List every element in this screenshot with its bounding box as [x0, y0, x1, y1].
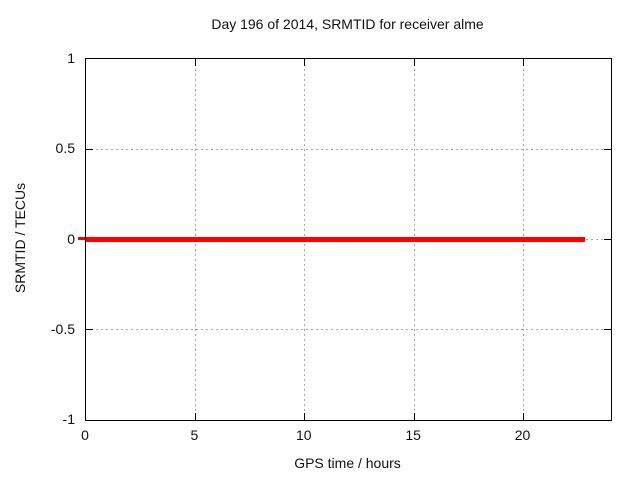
x-tick-label: 5 — [190, 427, 199, 443]
y-tick-left--0.5 — [86, 329, 93, 331]
chart-title: Day 196 of 2014, SRMTID for receiver alm… — [211, 16, 484, 32]
x-tick-top-5 — [194, 59, 196, 66]
x-tick-label: 15 — [405, 427, 421, 443]
y-tick-label: -1 — [62, 411, 75, 427]
gridline-y--0.5 — [86, 329, 611, 331]
x-tick-bottom-10 — [304, 413, 306, 420]
y-tick-label: -0.5 — [50, 320, 75, 337]
y-tick-right-0 — [604, 239, 611, 240]
y-tick-right--0.5 — [604, 329, 611, 331]
plot-area — [85, 58, 612, 421]
x-tick-bottom-15 — [413, 413, 415, 420]
x-tick-bottom-20 — [523, 413, 524, 420]
series-line-srmtid — [86, 237, 585, 242]
y-tick-label: 1 — [67, 50, 75, 66]
x-tick-bottom-5 — [194, 413, 196, 420]
y-tick-label: 0 — [67, 230, 75, 247]
gridline-y-0.5 — [86, 148, 611, 150]
y-tick-label: 0.5 — [55, 140, 75, 157]
x-tick-label: 20 — [514, 427, 531, 443]
x-tick-label: 0 — [81, 427, 89, 443]
y-tick-right-0.5 — [604, 148, 611, 150]
x-axis-label: GPS time / hours — [294, 455, 401, 471]
x-tick-top-10 — [304, 59, 306, 66]
x-tick-label: 10 — [295, 427, 312, 443]
x-tick-top-20 — [523, 59, 524, 66]
x-tick-top-15 — [413, 59, 415, 66]
series-start-nub — [78, 237, 85, 240]
y-tick-left-0.5 — [86, 148, 93, 150]
